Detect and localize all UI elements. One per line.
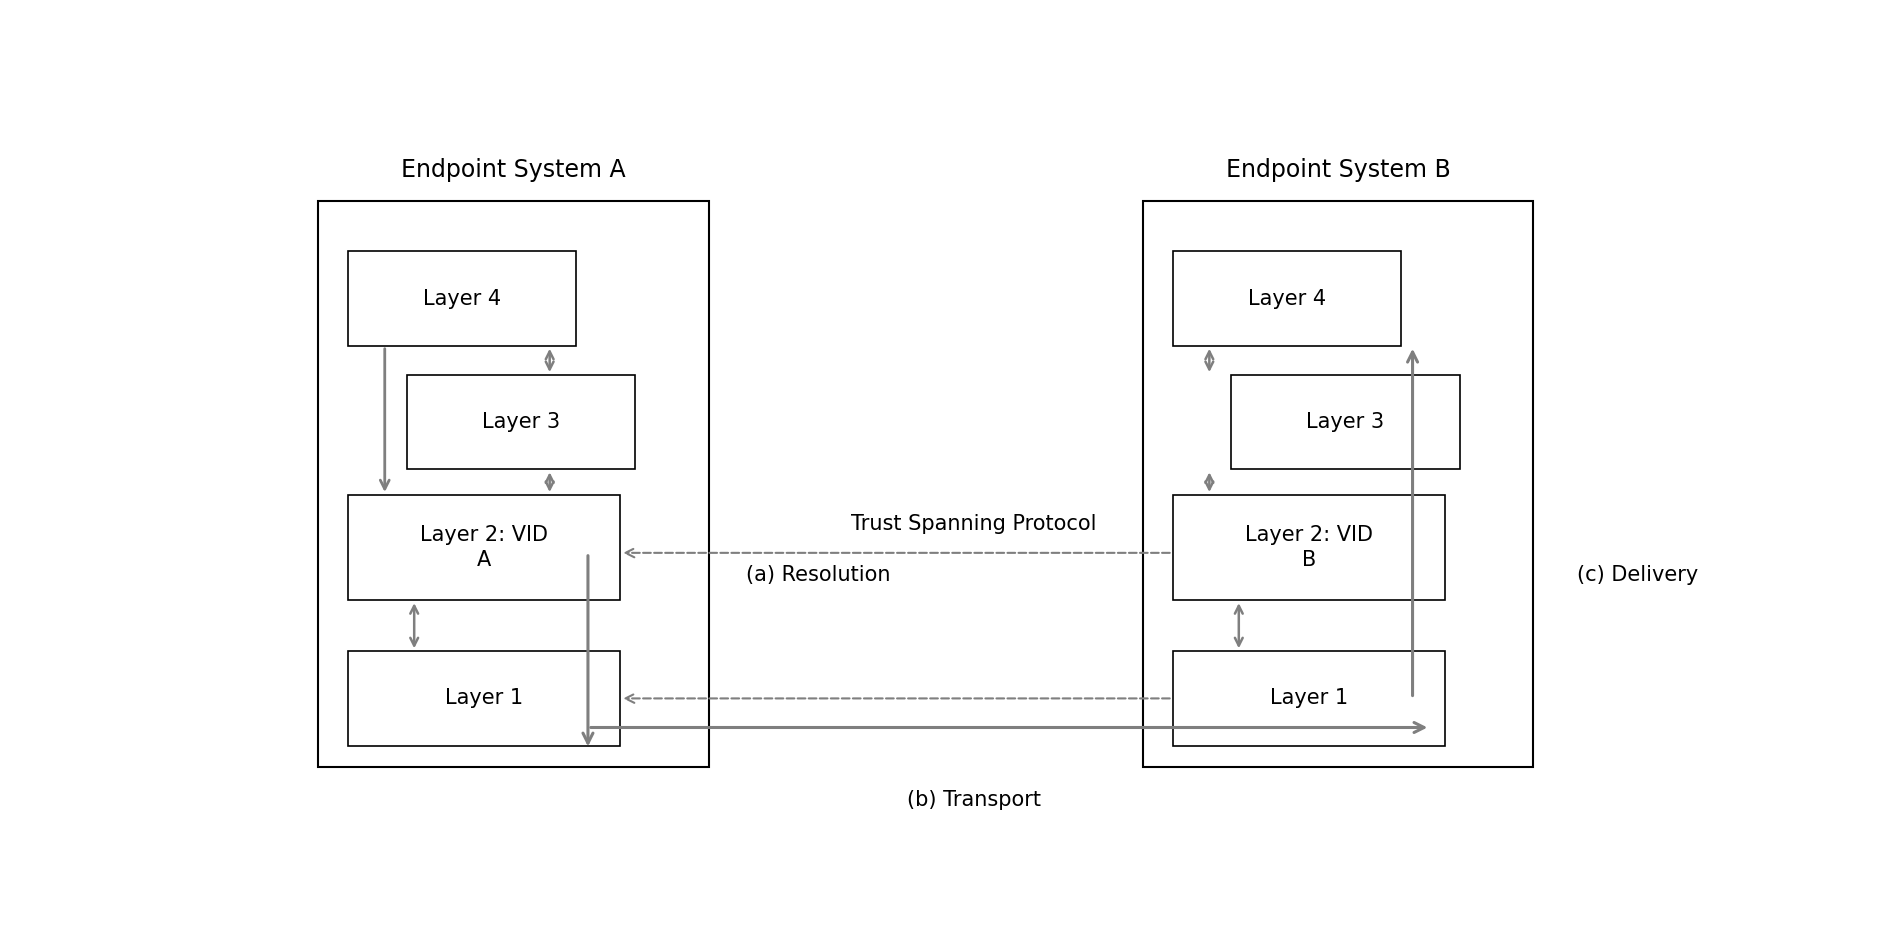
Text: (c) Delivery: (c) Delivery: [1577, 565, 1699, 585]
Bar: [1231, 375, 1459, 469]
Bar: [407, 375, 635, 469]
Bar: [348, 651, 619, 746]
Text: Layer 4: Layer 4: [1248, 289, 1326, 309]
Bar: [1144, 200, 1533, 767]
Bar: [348, 495, 619, 600]
Bar: [1172, 251, 1400, 346]
Text: Trust Spanning Protocol: Trust Spanning Protocol: [851, 514, 1096, 534]
Text: Layer 2: VID
A: Layer 2: VID A: [420, 525, 547, 570]
Text: Layer 2: VID
B: Layer 2: VID B: [1244, 525, 1372, 570]
Bar: [348, 251, 576, 346]
Text: Layer 1: Layer 1: [1269, 688, 1347, 708]
Bar: [1172, 495, 1444, 600]
Text: Layer 1: Layer 1: [445, 688, 522, 708]
Text: (b) Transport: (b) Transport: [906, 790, 1041, 810]
Bar: [319, 200, 709, 767]
Text: Layer 3: Layer 3: [1307, 413, 1385, 432]
Text: Layer 4: Layer 4: [424, 289, 502, 309]
Text: Layer 3: Layer 3: [483, 413, 560, 432]
Text: Endpoint System A: Endpoint System A: [401, 159, 625, 182]
Text: (a) Resolution: (a) Resolution: [745, 565, 889, 585]
Bar: [1172, 651, 1444, 746]
Text: Endpoint System B: Endpoint System B: [1226, 159, 1450, 182]
